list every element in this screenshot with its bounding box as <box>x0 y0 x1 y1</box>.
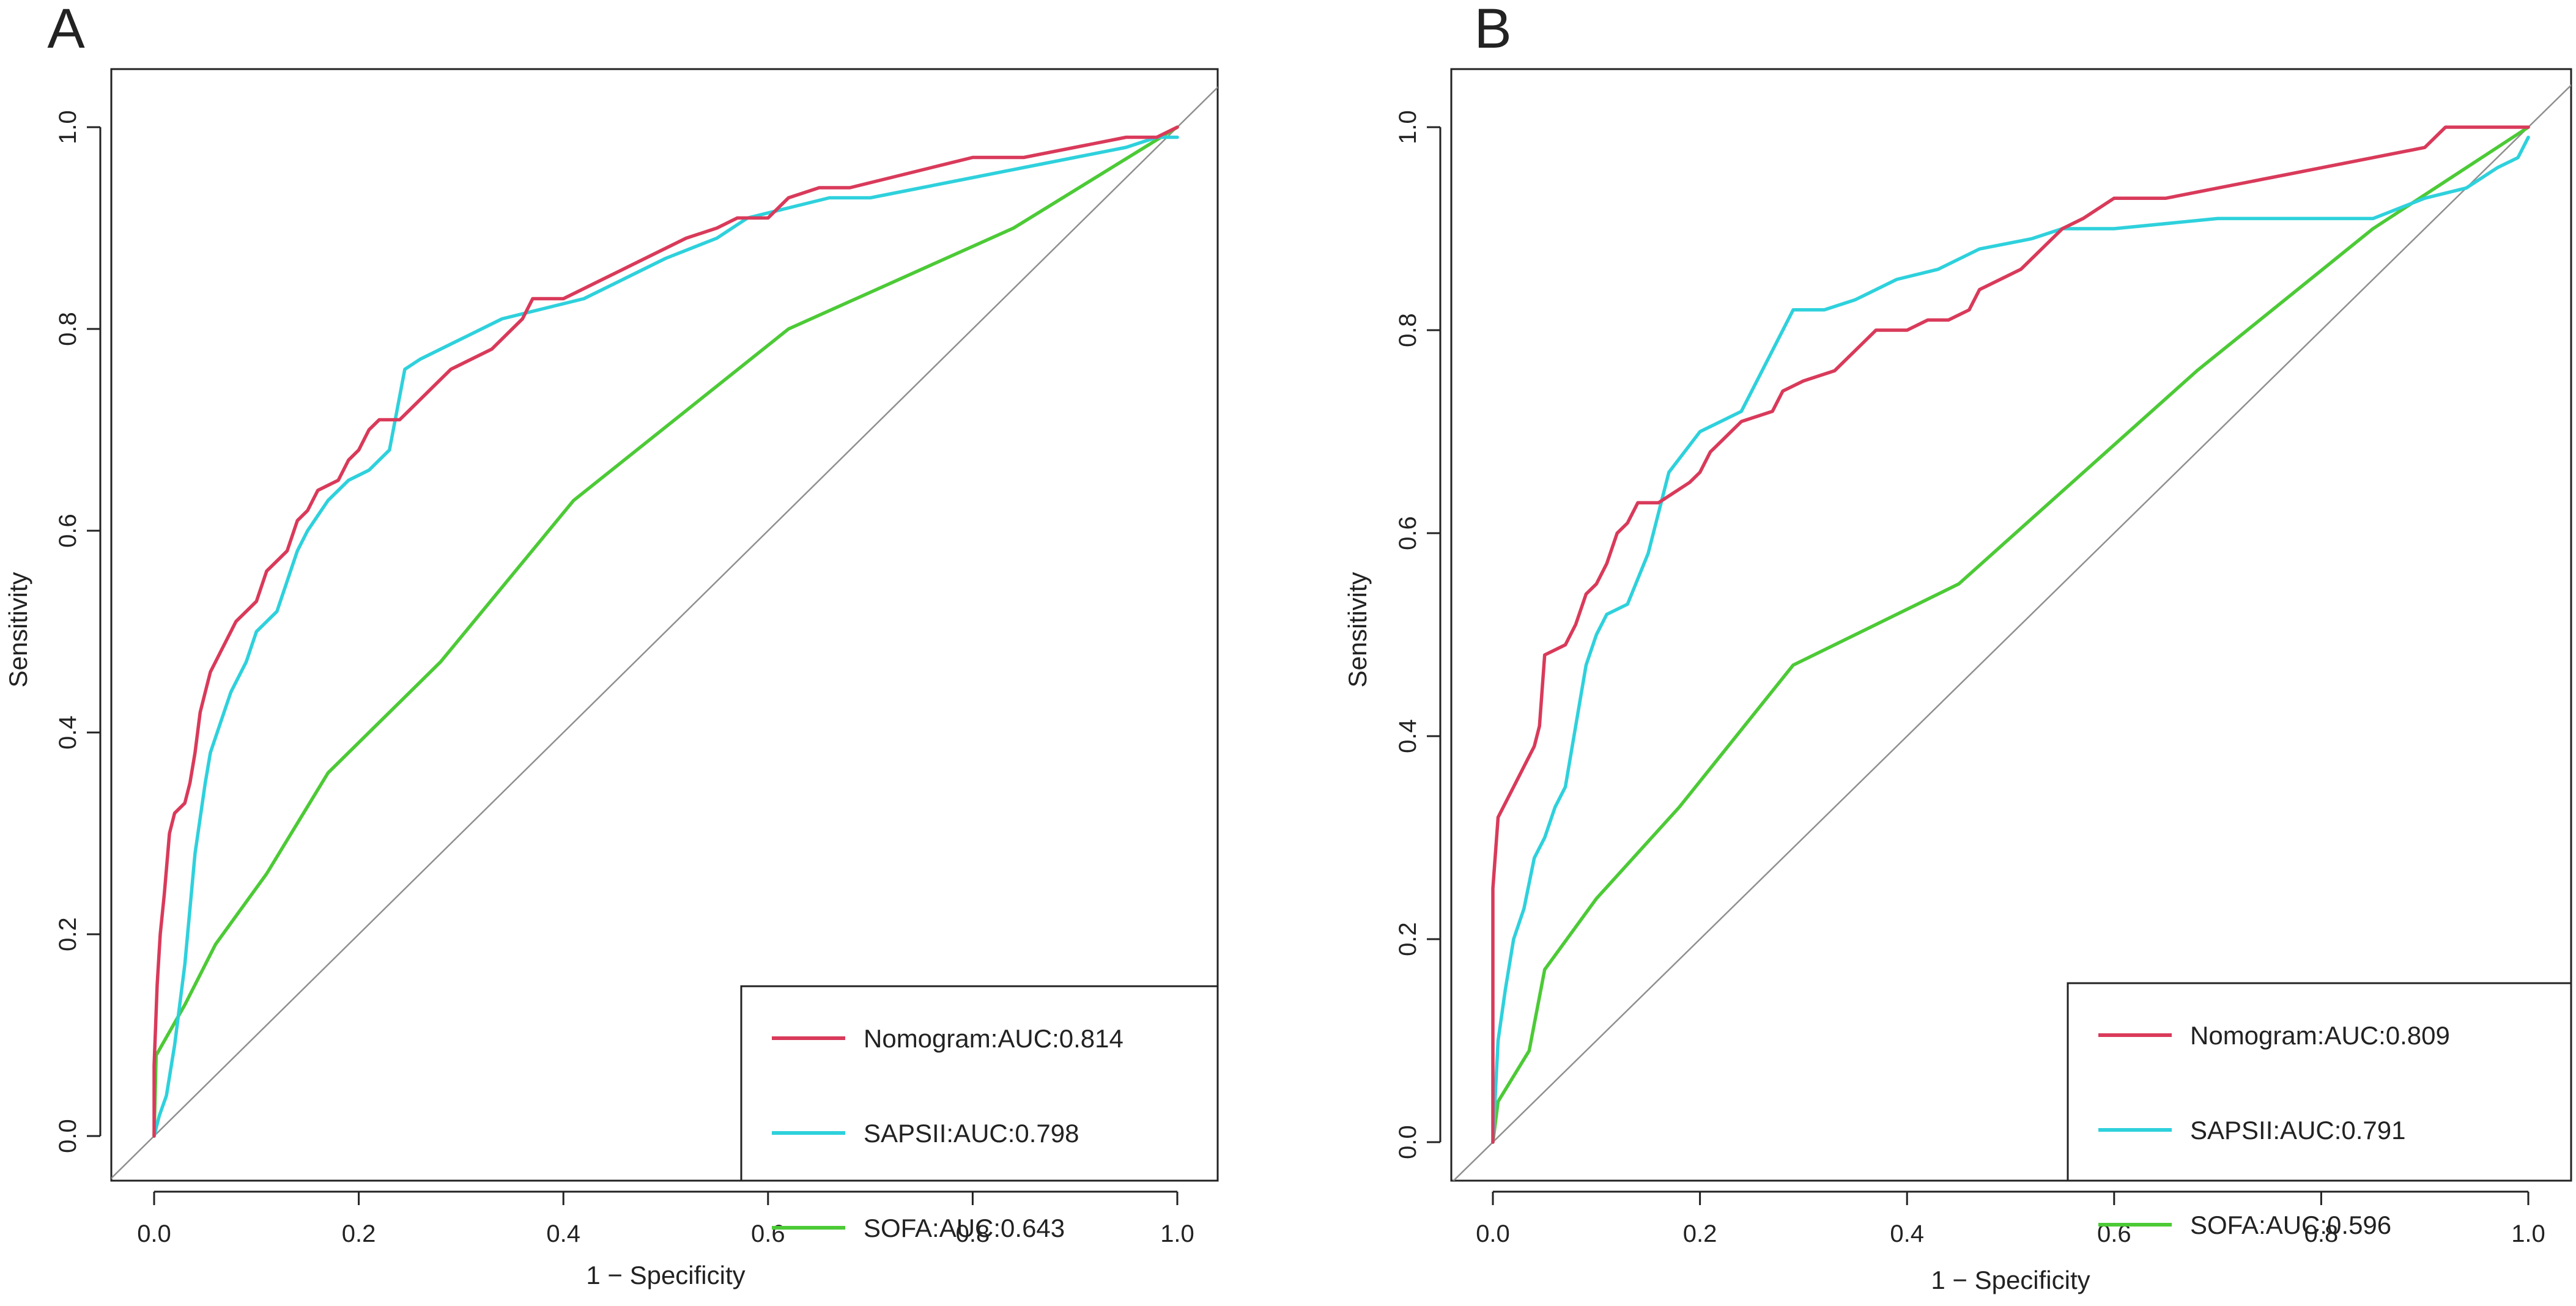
panel-a-legend-label-sofa: SOFA:AUC:0.643 <box>864 1214 1065 1242</box>
panel-b-y-tick-label: 0.0 <box>1394 1125 1421 1159</box>
panel-a-y-tick-label: 0.4 <box>54 715 81 750</box>
panel-a-x-axis-title: 1 − Specificity <box>586 1261 745 1289</box>
panel-a-y-tick-label: 0.6 <box>54 514 81 548</box>
panel-a-y-axis-title: Sensitivity <box>4 572 32 687</box>
panel-b-letter: B <box>1474 0 1511 60</box>
panel-b-y-tick-label: 1.0 <box>1394 110 1421 144</box>
panel-a-reference-diagonal <box>111 86 1218 1179</box>
panel-b-x-tick-label: 0.2 <box>1683 1220 1717 1247</box>
panel-a-y-tick-label: 0.8 <box>54 312 81 346</box>
panel-b-x-tick-label: 0.4 <box>1890 1220 1924 1247</box>
panel-b-nomogram-roc-line <box>1491 125 2530 1144</box>
panel-b-y-tick-label: 0.8 <box>1394 313 1421 347</box>
panel-a-legend <box>740 985 1219 1182</box>
panel-b-x-axis-title: 1 − Specificity <box>1931 1266 2090 1294</box>
panel-a-legend-label-nomogram: Nomogram:AUC:0.814 <box>864 1024 1123 1053</box>
panel-b-legend-label-sapsii: SAPSII:AUC:0.791 <box>2190 1116 2406 1145</box>
panel-a-curves <box>152 125 1179 1138</box>
panel-b-legend-label-sofa: SOFA:AUC:0.596 <box>2190 1211 2391 1239</box>
panel-a-letter: A <box>47 0 85 60</box>
panel-b-sofa-roc-line <box>1491 125 2530 1144</box>
panel-a-nomogram-roc-line <box>152 125 1179 1138</box>
panel-a-legend-label-sapsii: SAPSII:AUC:0.798 <box>864 1119 1079 1148</box>
panel-b-y-tick-label: 0.2 <box>1394 922 1421 956</box>
panel-a-x-tick-label: 1.0 <box>1160 1220 1194 1247</box>
panel-a-y-tick-label: 1.0 <box>54 110 81 144</box>
panel-b-x-tick-label: 0.8 <box>2304 1220 2339 1247</box>
panel-b-legend <box>2067 982 2572 1182</box>
panel-a: A 0.0 0.2 0.4 0.6 0.8 1.0 0.0 0.2 0.4 0.6 0.8 1.0 1 −… <box>4 0 1219 1289</box>
panel-b-legend-label-nomogram: Nomogram:AUC:0.809 <box>2190 1021 2450 1050</box>
panel-a-sofa-roc-line <box>152 125 1179 1138</box>
panel-b-y-tick-label: 0.4 <box>1394 719 1421 753</box>
panel-a-sapsii-roc-line <box>152 135 1179 1138</box>
panel-b-sapsii-roc-line <box>1491 135 2530 1144</box>
panel-b-y-tick-label: 0.6 <box>1394 516 1421 550</box>
panel-a-x-tick-label: 0.2 <box>342 1220 376 1247</box>
panel-a-x-tick-label: 0.6 <box>751 1220 785 1247</box>
panel-b-curves <box>1491 125 2530 1144</box>
panel-a-x-tick-label: 0.4 <box>546 1220 580 1247</box>
panel-a-plot-frame <box>110 68 1219 1182</box>
panel-b-x-tick-label: 0.0 <box>1476 1220 1510 1247</box>
panel-a-y-tick-label: 0.0 <box>54 1119 81 1153</box>
panel-a-x-tick-label: 0.8 <box>956 1220 990 1247</box>
panel-b-reference-diagonal <box>1452 84 2571 1181</box>
panel-a-x-tick-label: 0.0 <box>137 1220 171 1247</box>
panel-b: B0.0 0.2 0.4 0.6 0.8 1.00.00.20.40.60.81.01 −… <box>1343 0 2572 1294</box>
panel-a-y-tick-label: 0.2 <box>54 917 81 951</box>
panel-b-x-tick-label: 1.0 <box>2511 1220 2545 1247</box>
panel-b-plot-frame <box>1450 68 2572 1182</box>
panel-b-y-axis-title: Sensitivity <box>1343 572 1372 687</box>
